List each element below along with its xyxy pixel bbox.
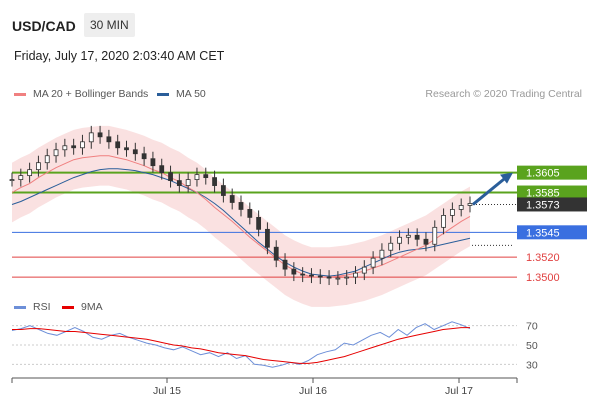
legend-rsi-label: RSI [33,301,51,313]
x-tick-label: Jul 16 [299,385,327,397]
candle-body [9,179,15,181]
candle-body [273,246,279,261]
level-tag-1.3545 [517,225,587,240]
candle-body [115,141,121,149]
candle-body [62,145,68,151]
candle-body [256,216,262,230]
candle-body [353,272,358,278]
candle-body [185,179,191,186]
legend-ma20-label: MA 20 + Bollinger Bands [33,88,149,100]
candle-body [335,277,341,280]
candle-body [405,234,411,238]
candle-body [388,242,394,251]
research-credit: Research © 2020 Trading Central [425,88,582,100]
candle-body [141,153,147,160]
candle-body [124,147,129,151]
candle-body [80,141,85,149]
legend-ma50-label: MA 50 [176,88,206,100]
rsi-line [11,321,471,368]
candle-body [449,209,455,216]
candle-body [414,234,420,240]
projection-arrow-head [500,172,513,184]
candle-body [71,145,77,149]
candle-body [309,274,314,277]
legend-ma20: MA 20 + Bollinger Bands [14,88,148,100]
candle-body [18,175,24,180]
candle-body [423,238,429,245]
candles [9,125,473,286]
pair-title: USD/CAD [12,18,76,34]
level-label-1.3605: 1.3605 [526,168,560,180]
candle-body [36,162,41,171]
level-label-1.3500: 1.3500 [526,272,560,284]
ma50-line [11,168,471,277]
legend-rsi-ma-swatch [62,305,74,309]
candle-body [176,180,182,186]
ma20-line [11,155,471,278]
level-label-1.3573: 1.3573 [526,199,560,211]
candle-body [291,268,297,275]
rsi-tick-30: 30 [526,359,538,371]
candle-body [265,228,270,248]
candle-body [326,276,332,279]
level-label-1.3585: 1.3585 [526,188,560,200]
candle-body [229,195,235,203]
candle-body [344,276,350,279]
candle-body [282,259,288,270]
level-label-1.3545: 1.3545 [526,227,560,239]
candle-body [238,202,244,210]
x-tick-label: Jul 15 [153,385,181,397]
level-tag-1.3585 [517,185,587,200]
candle-body [168,172,173,181]
projection-arrow-shaft [472,175,508,206]
candle-body [27,169,33,177]
candle-body [159,165,165,174]
level-tag-1.3605 [517,165,587,180]
candle-body [203,174,209,179]
legend-ma20-swatch [14,92,26,96]
candle-body [432,226,438,245]
candle-body [317,275,323,278]
candle-body [467,203,473,206]
candle-body [379,249,385,259]
x-tick-label: Jul 17 [445,385,473,397]
candle-body [106,136,112,143]
candle-body [458,205,464,210]
rsi-tick-70: 70 [526,321,538,333]
legend-rsi: RSI [14,301,51,313]
legend-rsi-swatch [14,305,26,309]
rsi-tick-50: 50 [526,340,538,352]
candle-body [441,215,446,228]
candle-body [300,273,306,276]
candle-body [361,266,367,274]
timeframe-badge[interactable]: 30 MIN [84,13,135,37]
legend-ma50: MA 50 [157,88,206,100]
candle-body [212,177,217,186]
candle-body [194,174,200,180]
level-tag-1.3573 [517,197,587,212]
legend-rsi-ma-label: 9MA [81,301,103,313]
rsi-ma-line [12,327,470,364]
candle-body [220,185,226,196]
chart-datetime: Friday, July 17, 2020 2:03:40 AM CET [14,49,225,63]
candle-body [397,236,402,244]
legend-rsi-ma: 9MA [62,301,103,313]
candle-body [132,149,138,155]
candle-body [370,257,376,268]
level-label-1.3520: 1.3520 [526,252,560,264]
candle-body [44,155,50,164]
candle-body [247,209,253,218]
candle-body [150,158,156,167]
legend-ma50-swatch [157,92,169,96]
candle-body [53,149,59,157]
candle-body [88,132,94,143]
candle-body [97,132,103,138]
